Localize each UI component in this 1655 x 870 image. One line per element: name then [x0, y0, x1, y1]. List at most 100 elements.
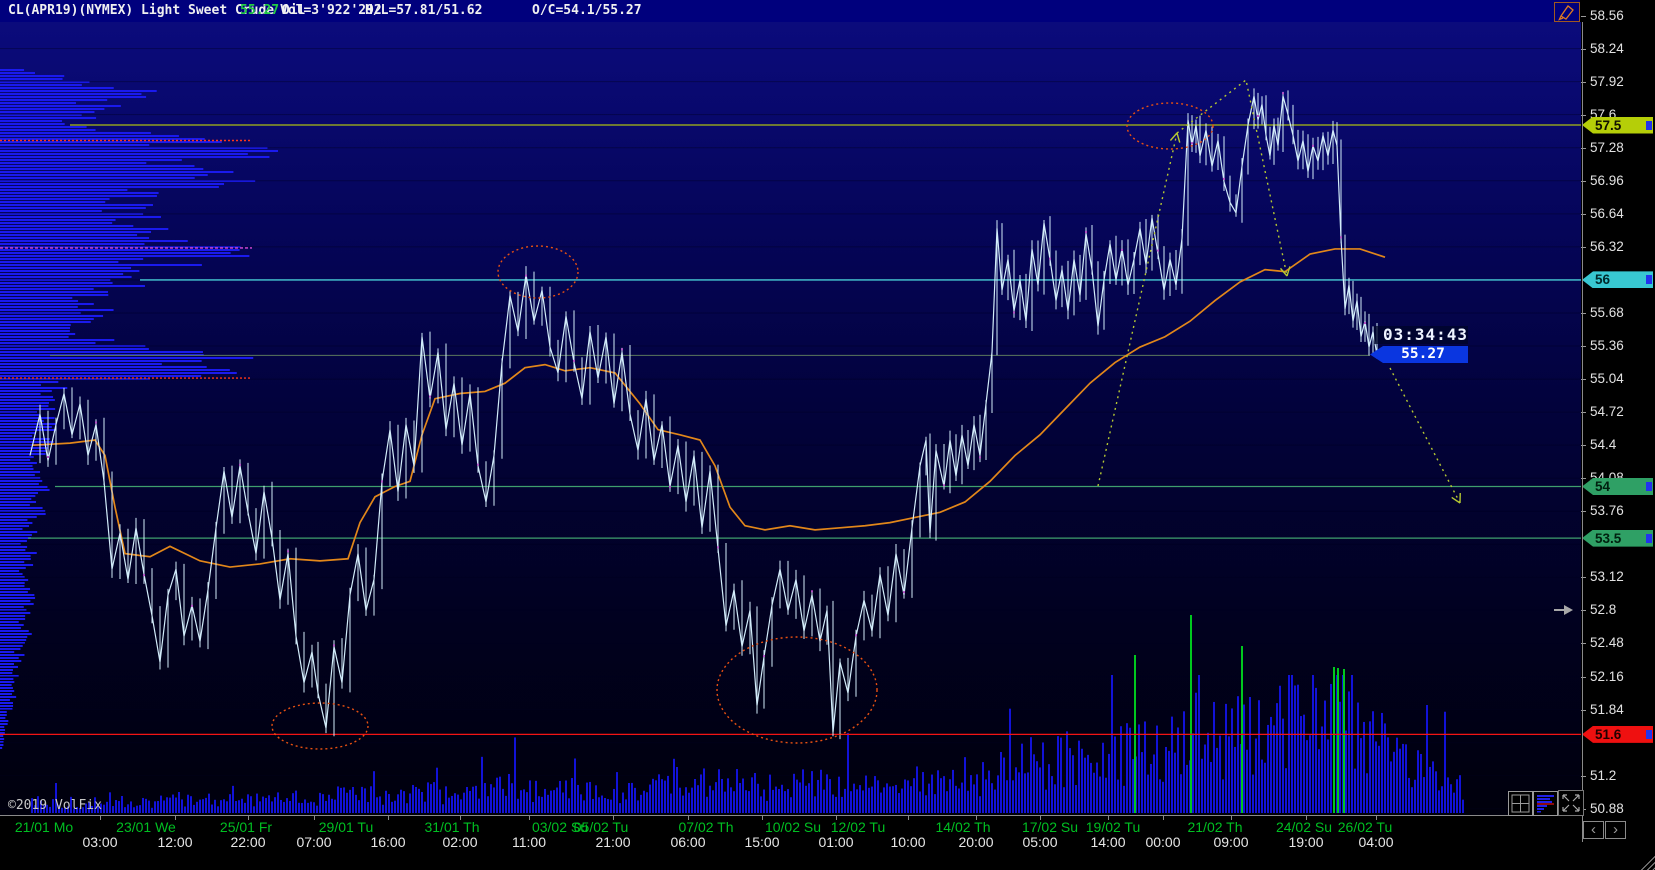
volume-profile-icon[interactable]: [1533, 791, 1558, 816]
date-label: 12/02 Tu: [830, 819, 886, 835]
expand-arrows-icon[interactable]: [1558, 790, 1584, 816]
ma-line: [32, 248, 1386, 568]
price-level-label: 56: [1582, 271, 1653, 289]
time-label: 03:00: [82, 834, 118, 850]
time-axis[interactable]: 21/01 Mo 23/01 We 25/01 Fr 29/01 Tu 31/01 Th…: [0, 815, 1655, 870]
time-label: 16:00: [370, 834, 406, 850]
price-tick-dash: [1581, 775, 1586, 777]
time-label: 14:00: [1090, 834, 1126, 850]
level-alert-dot: [1646, 120, 1652, 130]
price-tick-dash: [1581, 147, 1586, 149]
price-tick-dash: [1581, 412, 1586, 414]
price-tick-label: 54.4: [1590, 437, 1617, 453]
time-tick: [688, 815, 689, 820]
date-label: 07/02 Th: [678, 819, 734, 835]
price-tick-label: 56.64: [1590, 205, 1624, 221]
price-tick-label: 53.12: [1590, 569, 1624, 585]
open-close-value: O/C=54.1/55.27: [532, 3, 642, 18]
date-label: 05/02 Tu: [573, 819, 629, 835]
date-label: 10/02 Su: [764, 819, 822, 835]
instrument-title: CL(APR19)(NYMEX) Light Sweet Crude Oil: [8, 3, 306, 18]
price-tick-dash: [1581, 577, 1586, 579]
time-tick: [1306, 815, 1307, 820]
time-label: 12:00: [157, 834, 193, 850]
level-alert-dot: [1646, 275, 1652, 285]
price-level-label: 51.6: [1582, 725, 1653, 743]
price-tick-dash: [1581, 180, 1586, 182]
volume-layer: [31, 615, 1464, 813]
price-tick-dash: [1581, 445, 1586, 447]
time-tick: [613, 815, 614, 820]
time-label: 15:00: [744, 834, 780, 850]
scroll-to-price-arrow-icon[interactable]: [1554, 605, 1573, 615]
annotations-layer: [271, 78, 1461, 750]
price-tick-dash: [1581, 379, 1586, 381]
price-tick-label: 55.04: [1590, 371, 1624, 387]
price-level-label: 57.5: [1582, 116, 1653, 134]
time-tick: [388, 815, 389, 820]
time-label: 05:00: [1022, 834, 1058, 850]
price-tick-label: 51.84: [1590, 701, 1624, 717]
time-tick: [1108, 815, 1109, 820]
time-tick: [248, 815, 249, 820]
price-series-layer: [29, 88, 1378, 740]
time-label: 04:00: [1358, 834, 1394, 850]
price-tick-dash: [1581, 709, 1586, 711]
time-label: 01:00: [818, 834, 854, 850]
pencil-icon[interactable]: [1554, 2, 1580, 22]
volume-profile-layer: [0, 69, 279, 749]
price-tick-dash: [1581, 346, 1586, 348]
price-axis[interactable]: 58.56 58.24 57.92 57.6 57.28 56.96 56.64 56.32 5…: [1581, 0, 1655, 870]
date-label: 31/01 Th: [424, 819, 480, 835]
level-alert-dot: [1646, 481, 1652, 491]
time-tick: [529, 815, 530, 820]
axis-divider-vertical: [1582, 22, 1583, 842]
time-tick: [976, 815, 977, 820]
date-label: 24/02 Su: [1275, 819, 1333, 835]
candle-countdown-timer: 03:34:43: [1374, 326, 1468, 344]
time-tick: [1231, 815, 1232, 820]
price-tick-label: 58.24: [1590, 40, 1624, 56]
price-tick-dash: [1581, 114, 1586, 116]
price-tick-dash: [1581, 643, 1586, 645]
price-tick-label: 55.68: [1590, 304, 1624, 320]
date-label: 03/02 Su: [531, 819, 589, 835]
date-label: 21/02 Th: [1187, 819, 1243, 835]
time-tick: [908, 815, 909, 820]
price-tick-label: 50.88: [1590, 800, 1624, 816]
time-label: 10:00: [890, 834, 926, 850]
scroll-right-button[interactable]: ›: [1605, 821, 1626, 839]
time-tick: [1163, 815, 1164, 820]
scroll-left-button[interactable]: ‹: [1583, 821, 1604, 839]
high-low-value: H/L=57.81/51.62: [365, 3, 483, 18]
axis-divider-horizontal: [0, 815, 1583, 816]
time-tick: [762, 815, 763, 820]
price-tick-label: 57.28: [1590, 139, 1624, 155]
time-label: 07:00: [296, 834, 332, 850]
date-label: 29/01 Tu: [318, 819, 374, 835]
price-tick-dash: [1581, 15, 1586, 17]
last-price-marker: 55.27: [1370, 346, 1468, 363]
time-tick: [314, 815, 315, 820]
layout-grid-icon[interactable]: [1508, 791, 1533, 816]
volfix-watermark: ©2019 VolFix: [8, 798, 102, 813]
last-price-value: 55.27: [240, 3, 280, 18]
time-label: 02:00: [442, 834, 478, 850]
level-alert-dot: [1646, 533, 1652, 543]
time-label: 19:00: [1288, 834, 1324, 850]
time-label: 22:00: [230, 834, 266, 850]
date-label: 23/01 We: [116, 819, 176, 835]
date-label: 17/02 Su: [1021, 819, 1079, 835]
price-tick-label: 51.2: [1590, 767, 1617, 783]
price-tick-label: 53.76: [1590, 503, 1624, 519]
price-tick-dash: [1581, 81, 1586, 83]
time-label: 06:00: [670, 834, 706, 850]
price-level-label: 53.5: [1582, 529, 1653, 547]
time-label: 11:00: [512, 834, 546, 850]
time-label: 21:00: [595, 834, 631, 850]
price-tick-dash: [1581, 213, 1586, 215]
price-tick-label: 52.16: [1590, 668, 1624, 684]
price-tick-label: 57.92: [1590, 73, 1624, 89]
